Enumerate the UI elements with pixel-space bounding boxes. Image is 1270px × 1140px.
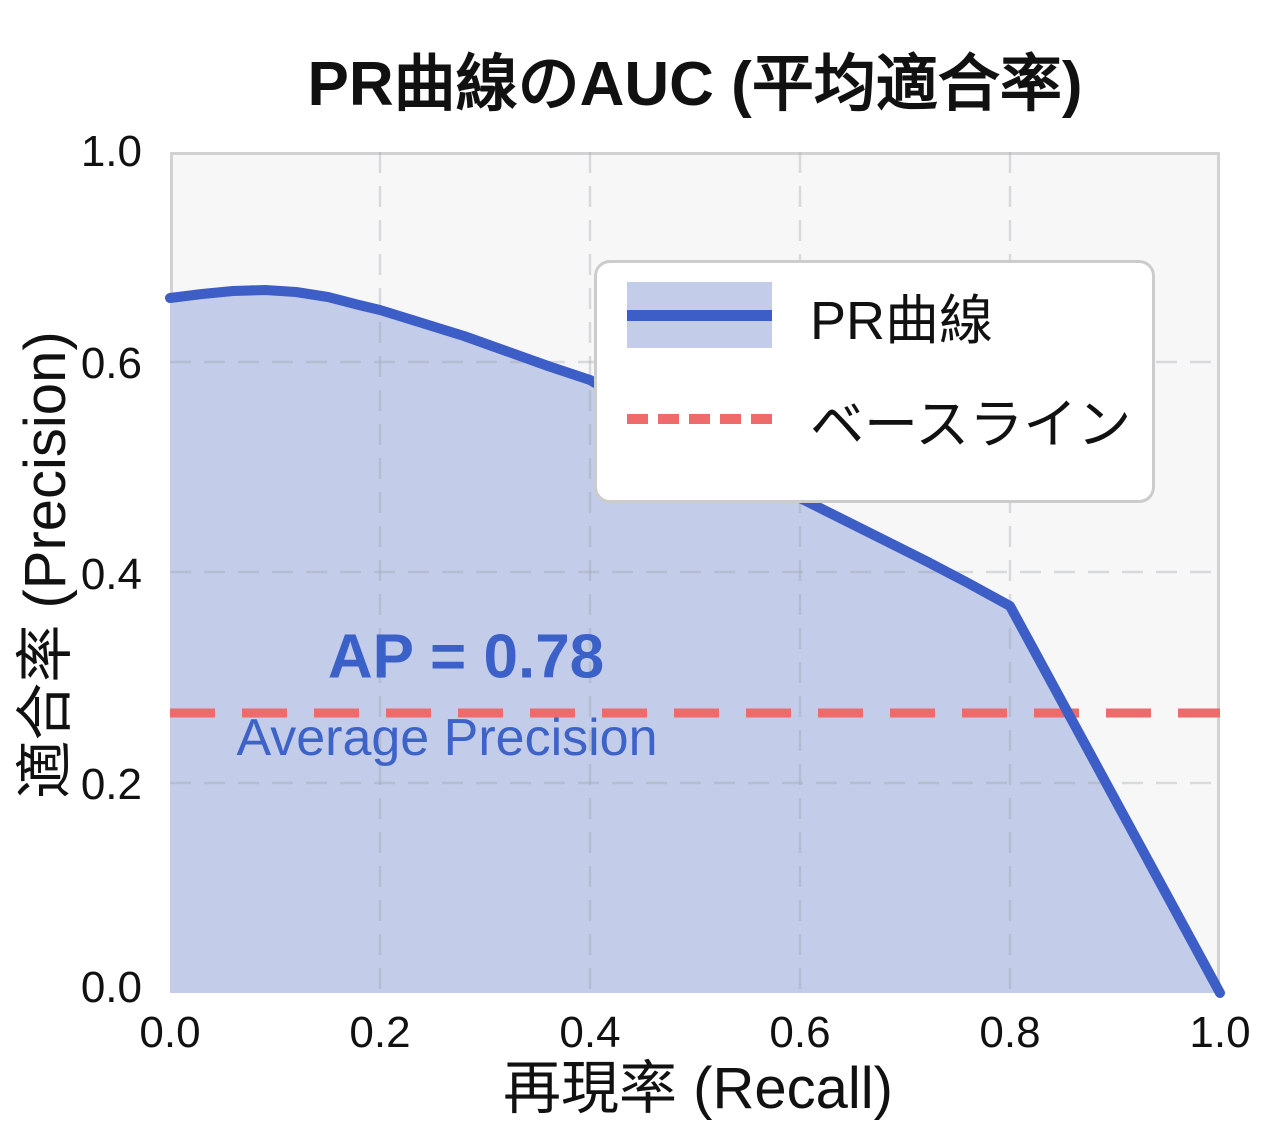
y-tick-0.2: 0.2 bbox=[80, 760, 142, 809]
pr-curve-fill bbox=[170, 290, 1220, 993]
legend-item-baseline: ベースライン bbox=[627, 381, 1152, 457]
x-tick-0.8: 0.8 bbox=[979, 1008, 1041, 1057]
y-tick-1.0: 1.0 bbox=[80, 127, 142, 176]
x-tick-0.2: 0.2 bbox=[349, 1008, 411, 1057]
ap-sub-annotation: Average Precision bbox=[236, 709, 658, 767]
x-axis-label: 再現率 (Recall) bbox=[503, 1056, 893, 1121]
pr-curve-line bbox=[165, 285, 1225, 998]
x-tick-0.0: 0.0 bbox=[139, 1008, 201, 1057]
ap-value-annotation: AP = 0.78 bbox=[327, 622, 605, 692]
legend-label-baseline: ベースライン bbox=[810, 394, 1132, 455]
legend-item-pr-curve: PR曲線 bbox=[627, 277, 1152, 353]
pr-curve-swatch-icon bbox=[627, 282, 772, 348]
y-axis-label: 適合率 (Precision) bbox=[13, 331, 78, 799]
chart-title: PR曲線のAUC (平均適合率) bbox=[307, 50, 1083, 119]
y-tick-0.4: 0.4 bbox=[80, 550, 142, 599]
x-tick-0.4: 0.4 bbox=[559, 1008, 621, 1057]
y-tick-0.0: 0.0 bbox=[80, 963, 142, 1012]
baseline-dash-icon bbox=[627, 414, 772, 424]
x-tick-0.6: 0.6 bbox=[769, 1008, 831, 1057]
x-tick-1.0: 1.0 bbox=[1189, 1008, 1251, 1057]
pr-curve-line-icon bbox=[627, 309, 772, 321]
legend-box: PR曲線 ベースライン bbox=[594, 260, 1155, 503]
y-tick-0.6: 0.6 bbox=[80, 339, 142, 388]
legend-label-pr-curve: PR曲線 bbox=[810, 290, 994, 351]
